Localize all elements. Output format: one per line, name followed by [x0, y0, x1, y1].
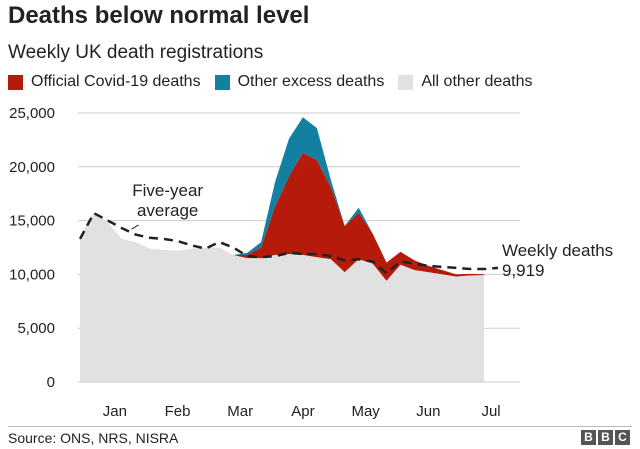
y-tick-label-25000: 25,000	[9, 105, 55, 122]
x-tick-label-jan: Jan	[103, 403, 127, 420]
y-tick-label-0: 0	[47, 374, 55, 391]
legend-item-covid: Official Covid-19 deaths	[8, 73, 201, 91]
legend-swatch-covid	[8, 74, 23, 90]
footer-divider	[8, 426, 632, 427]
legend-label-covid: Official Covid-19 deaths	[31, 73, 201, 90]
legend-item-excess: Other excess deaths	[214, 73, 385, 91]
y-tick-label-10000: 10,000	[9, 266, 55, 283]
x-tick-label-mar: Mar	[227, 403, 253, 420]
legend-swatch-excess	[214, 74, 230, 90]
five-year-average-line	[78, 211, 499, 275]
annotation-1-line-1: 9,919	[502, 261, 545, 280]
x-tick-label-jun: Jun	[416, 403, 440, 420]
chart-title: Deaths below normal level	[8, 2, 310, 29]
legend-label-other: All other deaths	[421, 73, 533, 90]
annotation-1-line-0: Weekly deaths	[502, 241, 613, 260]
annotation-0-line-1: average	[137, 201, 198, 220]
bbc-logo-letter-1: B	[581, 430, 596, 445]
annotation-connector-0	[131, 224, 139, 230]
annotation-1: Weekly deaths 9,919	[502, 241, 613, 280]
source-note: Source: ONS, NRS, NISRA	[8, 430, 179, 446]
x-tick-label-may: May	[351, 403, 380, 420]
legend-swatch-other	[398, 74, 414, 90]
bbc-logo-letter-2: B	[598, 430, 613, 445]
chart-subtitle: Weekly UK death registrations	[8, 42, 264, 63]
x-tick-label-apr: Apr	[291, 403, 314, 420]
x-tick-label-jul: Jul	[481, 403, 500, 420]
bbc-logo: B B C	[579, 430, 630, 445]
y-tick-label-5000: 5,000	[17, 320, 55, 337]
legend-label-excess: Other excess deaths	[237, 73, 385, 90]
bbc-logo-letter-3: C	[615, 430, 630, 445]
legend: Official Covid-19 deaths Other excess de…	[8, 73, 547, 91]
x-tick-label-feb: Feb	[165, 403, 191, 420]
annotation-0-line-0: Five-year	[132, 181, 203, 200]
y-tick-label-20000: 20,000	[9, 159, 55, 176]
legend-item-other: All other deaths	[398, 73, 533, 91]
annotation-0: Five-year average	[132, 181, 203, 220]
area-all-other-deaths	[80, 212, 485, 382]
y-tick-label-15000: 15,000	[9, 213, 55, 230]
area-official-covid-deaths	[80, 152, 485, 281]
